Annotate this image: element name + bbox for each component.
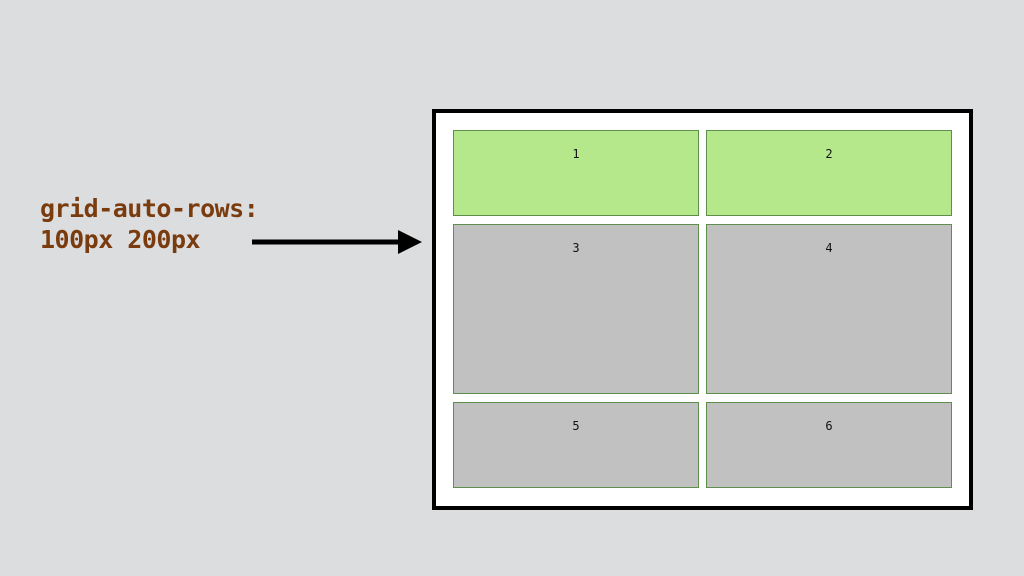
grid-cell-label: 1 [572, 147, 580, 161]
css-property-label: grid-auto-rows: 100px 200px [40, 193, 259, 255]
grid-cell-4: 4 [706, 224, 952, 394]
grid-cell-label: 6 [825, 419, 833, 433]
grid-cell-2: 2 [706, 130, 952, 216]
grid-cell-label: 3 [572, 241, 580, 255]
arrow-icon [252, 230, 422, 254]
grid-cell-label: 2 [825, 147, 833, 161]
css-property-line-2: 100px 200px [40, 225, 201, 254]
grid-cell-label: 4 [825, 241, 833, 255]
grid-cell-6: 6 [706, 402, 952, 488]
grid-cell-5: 5 [453, 402, 699, 488]
grid-container: 1 2 3 4 5 6 [432, 109, 973, 510]
grid-cell-3: 3 [453, 224, 699, 394]
css-property-line-1: grid-auto-rows: [40, 194, 259, 223]
grid-cell-1: 1 [453, 130, 699, 216]
grid-cell-label: 5 [572, 419, 580, 433]
